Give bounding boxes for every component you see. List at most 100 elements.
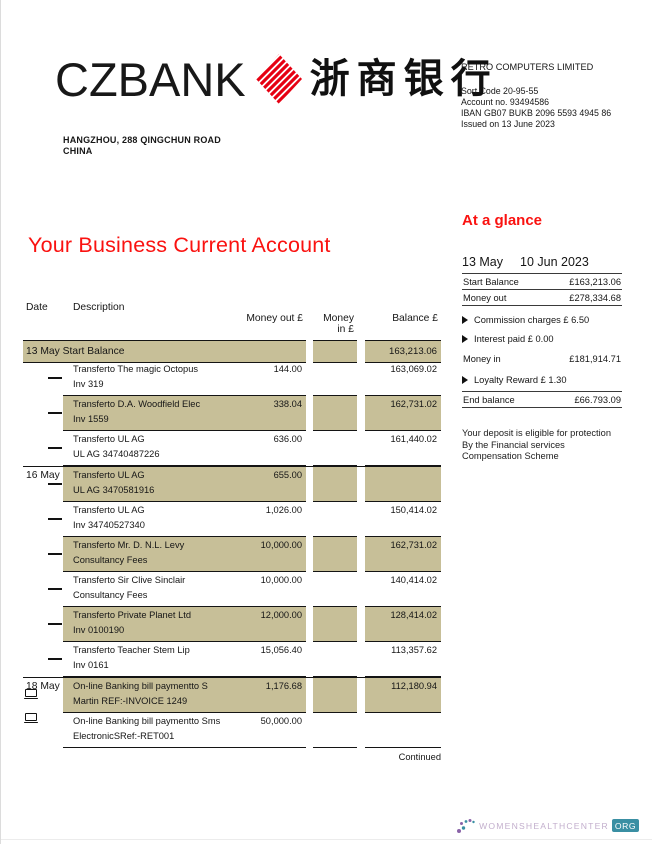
deposit-protection-note: Your deposit is eligible for protection …	[462, 428, 622, 463]
glance-period-row: 13 May 10 Jun 2023	[462, 255, 622, 274]
laptop-icon	[23, 689, 38, 700]
row-date-cell	[23, 431, 63, 466]
row-money-in-cell	[313, 396, 357, 431]
row-description: Transferto The magic Octopus	[73, 364, 199, 374]
row-description-cell: Transferto D.A. Woodfield Elec 338.04 In…	[63, 396, 306, 431]
row-reference: Inv 1559	[73, 414, 109, 424]
glance-loyalty-row: Loyalty Reward £ 1.30	[462, 375, 622, 392]
col-header-money-in: Money in £	[323, 313, 354, 335]
triangle-bullet-icon	[462, 335, 468, 343]
row-reference: ElectronicSRef:-RET001	[73, 731, 175, 741]
dash-icon	[48, 447, 62, 449]
col-header-description: Description	[73, 302, 125, 313]
row-description-cell: On-line Banking bill paymentto S 1,176.6…	[63, 678, 306, 713]
end-balance-value: £66.793.09	[574, 395, 621, 405]
row-description-cell: Transferto The magic Octopus 144.00 Inv …	[63, 361, 306, 396]
row-description: Transferto Teacher Stem Lip	[73, 645, 190, 655]
commission-charges: Commission charges £ 6.50	[474, 315, 590, 325]
row-description-cell: Transferto Sir Clive Sinclair 10,000.00 …	[63, 572, 306, 607]
row-balance: 140,414.02	[365, 572, 441, 607]
issue-date: Issued on 13 June 2023	[461, 119, 555, 129]
row-money-out: 636.00	[273, 434, 302, 444]
row-balance: 113,357.62	[365, 642, 441, 677]
at-a-glance-panel: At a glance 13 May 10 Jun 2023 Start Bal…	[462, 212, 622, 463]
table-row: 18 May On-line Banking bill paymentto S …	[23, 677, 441, 713]
table-row: Transferto Teacher Stem Lip 15,056.40 In…	[23, 642, 441, 677]
table-row: On-line Banking bill paymentto Sms 50,00…	[23, 713, 441, 748]
row-date-cell	[23, 361, 63, 396]
money-out-value: £278,334.68	[569, 293, 621, 303]
row-date-cell	[23, 607, 63, 642]
row-reference: Consultancy Fees	[73, 590, 148, 600]
glance-money-out-row: Money out £278,334.68	[462, 290, 622, 306]
row-description: Transferto Sir Clive Sinclair	[73, 575, 186, 585]
row-description: Transferto UL AG	[73, 505, 145, 515]
at-a-glance-title: At a glance	[462, 212, 543, 229]
bank-address: HANGZHOU, 288 QINGCHUN ROAD CHINA	[63, 135, 221, 157]
table-header: Date Description Money out £ Money in £ …	[23, 302, 441, 340]
row-description-cell: Transferto UL AG 1,026.00 Inv 3474052734…	[63, 502, 306, 537]
row-description: Transferto D.A. Woodfield Elec	[73, 399, 201, 409]
triangle-bullet-icon	[462, 376, 468, 384]
row-money-in-cell	[313, 713, 357, 748]
row-date-cell	[23, 396, 63, 431]
continued-label: Continued	[398, 752, 441, 762]
row-money-out: 1,176.68	[265, 681, 302, 691]
dash-icon	[48, 588, 62, 590]
dash-icon	[48, 658, 62, 660]
row-balance	[365, 713, 441, 748]
start-balance-value-cell: 163,213.06	[365, 340, 441, 363]
watermark-dots-icon	[457, 819, 475, 833]
protection-line3: Compensation Scheme	[462, 451, 559, 461]
row-balance	[365, 467, 441, 502]
row-money-in-cell	[313, 537, 357, 572]
row-reference: Inv 0100190	[73, 625, 125, 635]
interest-paid: Interest paid £ 0.00	[474, 334, 554, 344]
col-header-balance: Balance £	[392, 313, 438, 324]
row-balance: 163,069.02	[365, 361, 441, 396]
row-money-out: 144.00	[273, 364, 302, 374]
row-money-out: 1,026.00	[265, 505, 302, 515]
start-balance-moneyin-cell	[313, 340, 357, 363]
iban: IBAN GB07 BUKB 2096 5593 4945 86	[461, 108, 612, 118]
bank-chinese-name: 浙商银行	[309, 57, 498, 101]
period-to: 10 Jun 2023	[520, 255, 589, 269]
bank-logo-lockup: CZBANK 浙商银行	[55, 52, 498, 106]
row-reference: UL AG 3470581916	[73, 485, 155, 495]
protection-line2: By the Financial services	[462, 439, 565, 450]
table-row: Transferto Private Planet Ltd 12,000.00 …	[23, 607, 441, 642]
row-money-out: 15,056.40	[260, 645, 302, 655]
row-money-in-cell	[313, 642, 357, 677]
row-description-cell: Transferto UL AG 636.00 UL AG 3474048722…	[63, 431, 306, 466]
start-balance-value: £163,213.06	[569, 277, 621, 287]
row-description: On-line Banking bill paymentto S	[73, 681, 208, 691]
row-money-out: 338.04	[273, 399, 302, 409]
row-reference: Consultancy Fees	[73, 555, 148, 565]
loyalty-reward: Loyalty Reward £ 1.30	[474, 375, 567, 385]
watermark-text: WOMENSHEALTHCENTER	[479, 820, 609, 831]
row-date-cell: 18 May	[23, 678, 63, 713]
triangle-bullet-icon	[462, 316, 468, 324]
row-date-cell	[23, 713, 63, 748]
dash-icon	[48, 623, 62, 625]
row-money-in-cell	[313, 607, 357, 642]
row-money-in-cell	[313, 572, 357, 607]
row-money-out: 50,000.00	[260, 716, 302, 726]
row-balance: 162,731.02	[365, 537, 441, 572]
period-from: 13 May	[462, 255, 503, 269]
row-balance: 112,180.94	[365, 678, 441, 713]
row-money-in-cell	[313, 678, 357, 713]
glance-interest-row: Interest paid £ 0.00	[462, 334, 622, 344]
account-info-block: RETRO COMPUTERS LIMITED Sort Code 20-95-…	[461, 62, 646, 130]
row-reference: Inv 319	[73, 379, 104, 389]
row-money-in-cell	[313, 361, 357, 396]
start-balance-row: 13 May Start Balance 163,213.06	[23, 340, 441, 363]
row-description-cell: Transferto Private Planet Ltd 12,000.00 …	[63, 607, 306, 642]
row-money-out: 655.00	[273, 470, 302, 480]
row-description: Transferto Mr. D. N.L. Levy	[73, 540, 185, 550]
row-money-out: 10,000.00	[260, 575, 302, 585]
row-reference: Inv 34740527340	[73, 520, 145, 530]
end-balance-label: End balance	[463, 395, 515, 405]
transactions-table: Date Description Money out £ Money in £ …	[23, 302, 441, 762]
glance-start-balance-row: Start Balance £163,213.06	[462, 274, 622, 290]
